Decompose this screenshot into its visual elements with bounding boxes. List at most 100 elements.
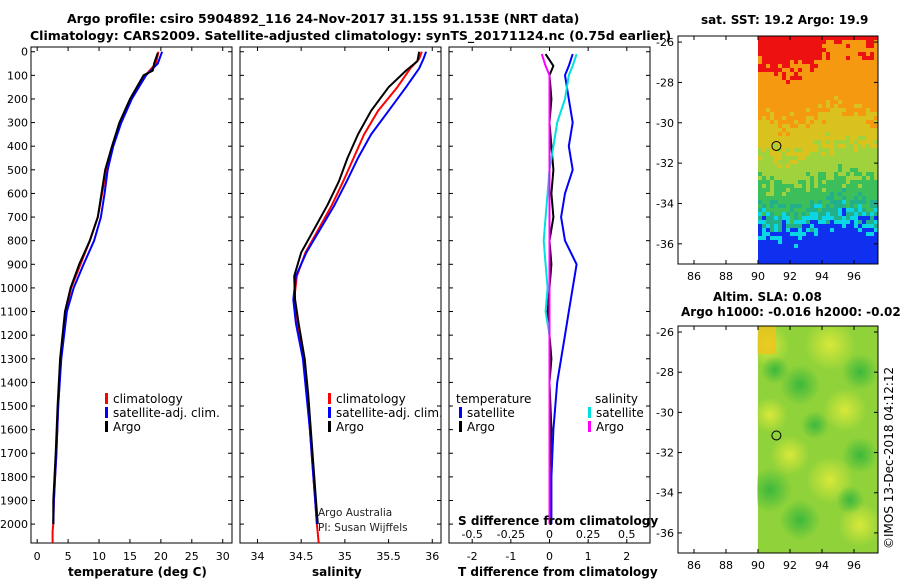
sst-cell (838, 248, 842, 252)
sst-cell (798, 156, 802, 160)
sst-cell (790, 88, 794, 92)
sst-cell (826, 224, 830, 228)
sst-cell (846, 180, 850, 184)
sst-cell (866, 76, 870, 80)
sst-cell (766, 244, 770, 248)
sst-cell (770, 236, 774, 240)
sst-cell (834, 200, 838, 204)
sst-cell (858, 172, 862, 176)
sst-cell (830, 220, 834, 224)
sst-cell (814, 64, 818, 68)
sst-cell (798, 124, 802, 128)
sst-cell (758, 220, 762, 224)
sst-cell (786, 240, 790, 244)
sst-cell (790, 180, 794, 184)
sst-cell (830, 184, 834, 188)
sst-cell (830, 84, 834, 88)
sst-cell (818, 44, 822, 48)
sst-cell (786, 260, 790, 264)
sst-cell (830, 244, 834, 248)
sst-cell (774, 144, 778, 148)
map-x-tick-label: 92 (783, 559, 797, 572)
sst-field (758, 36, 878, 264)
sst-cell (766, 100, 770, 104)
s-tick-label: 0.25 (576, 528, 601, 541)
sst-cell (794, 148, 798, 152)
sst-cell (782, 80, 786, 84)
sst-cell (778, 216, 782, 220)
sst-cell (802, 204, 806, 208)
sst-cell (786, 248, 790, 252)
sst-cell (794, 228, 798, 232)
depth-tick-label: 500 (7, 164, 28, 177)
sst-cell (858, 124, 862, 128)
sst-cell (826, 176, 830, 180)
sst-cell (874, 128, 878, 132)
sst-cell (770, 156, 774, 160)
sst-cell (830, 88, 834, 92)
sst-cell (814, 256, 818, 260)
sst-cell (782, 208, 786, 212)
sst-cell (790, 224, 794, 228)
sst-cell (826, 144, 830, 148)
sst-cell (758, 252, 762, 256)
sst-cell (838, 164, 842, 168)
sst-cell (766, 208, 770, 212)
sst-cell (798, 244, 802, 248)
sst-cell (818, 224, 822, 228)
sst-cell (758, 200, 762, 204)
sst-cell (770, 180, 774, 184)
sst-cell (858, 164, 862, 168)
sst-cell (818, 80, 822, 84)
sst-cell (806, 76, 810, 80)
sst-cell (838, 208, 842, 212)
sst-cell (834, 176, 838, 180)
sst-cell (782, 84, 786, 88)
sst-cell (854, 124, 858, 128)
sst-cell (854, 88, 858, 92)
sst-cell (802, 260, 806, 264)
sst-cell (774, 160, 778, 164)
sst-cell (850, 232, 854, 236)
sst-cell (850, 96, 854, 100)
sst-cell (830, 96, 834, 100)
sst-cell (802, 52, 806, 56)
sst-cell (834, 168, 838, 172)
sst-cell (766, 40, 770, 44)
sst-cell (794, 160, 798, 164)
sst-cell (858, 48, 862, 52)
sst-cell (766, 212, 770, 216)
sst-cell (806, 116, 810, 120)
sst-cell (794, 212, 798, 216)
sst-cell (770, 240, 774, 244)
sst-cell (794, 64, 798, 68)
sst-cell (798, 132, 802, 136)
sst-cell (762, 152, 766, 156)
sst-cell (874, 56, 878, 60)
sst-cell (854, 44, 858, 48)
sst-cell (862, 140, 866, 144)
sst-cell (870, 136, 874, 140)
temperature-panel: 0100200300400500600700800900100011001200… (0, 46, 233, 579)
sst-cell (766, 240, 770, 244)
sst-cell (830, 176, 834, 180)
sst-cell (766, 96, 770, 100)
salinity-legend: climatology satellite-adj. clim. Argo (328, 392, 443, 434)
sst-cell (802, 160, 806, 164)
sst-cell (834, 124, 838, 128)
sst-cell (854, 108, 858, 112)
sst-cell (858, 108, 862, 112)
sst-cell (766, 76, 770, 80)
sst-cell (874, 244, 878, 248)
sst-cell (854, 104, 858, 108)
sst-cell (838, 232, 842, 236)
sst-cell (866, 212, 870, 216)
sst-cell (778, 180, 782, 184)
sst-cell (858, 256, 862, 260)
sst-cell (822, 168, 826, 172)
sst-cell (814, 44, 818, 48)
sst-cell (798, 192, 802, 196)
sst-cell (866, 100, 870, 104)
legend-swatch-satellite (328, 407, 331, 418)
sst-cell (842, 184, 846, 188)
